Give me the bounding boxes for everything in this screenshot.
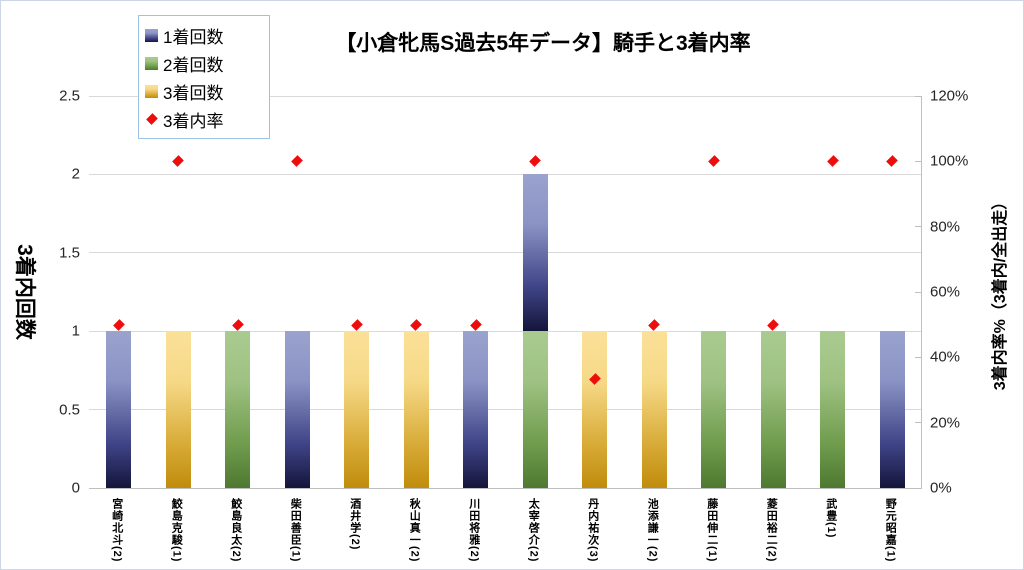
right-axis-tick: 100% [930, 152, 969, 170]
legend-item-rate: 3着内率 [145, 105, 263, 133]
bar-segment-second [522, 331, 548, 488]
right-axis-tick-mark [915, 422, 921, 424]
x-axis-label: 丹内祐次(3) [586, 498, 599, 563]
bar-segment-third [344, 331, 370, 488]
right-axis-tick-mark [915, 487, 921, 489]
x-axis-label: 野元昭嘉(1) [884, 498, 897, 563]
x-axis-label: 宮崎北斗(2) [110, 498, 123, 563]
left-axis-tick: 1 [71, 322, 80, 340]
bar-segment-first [522, 174, 548, 332]
right-axis-line [921, 96, 922, 488]
bar-segment-second [225, 331, 251, 488]
right-axis-tick-mark [915, 291, 921, 293]
right-axis-title: 3着内率%（3着内/全出走） [992, 193, 1009, 391]
right-axis-tick-mark [915, 95, 921, 97]
x-axis-line [89, 488, 922, 489]
x-axis-label: 藤田伸二(1) [705, 498, 718, 563]
x-axis-label: 柴田善臣(1) [289, 498, 302, 563]
legend-item-third: 3着回数 [145, 77, 263, 105]
legend-item-first: 1着回数 [145, 21, 263, 49]
x-axis-label: 鮫島克駿(1) [170, 498, 183, 563]
bar-segment-second [760, 331, 786, 488]
x-axis-label: 池添謙一(2) [646, 498, 659, 563]
bar-segment-third [165, 331, 191, 488]
right-axis-tick: 120% [930, 87, 969, 105]
legend-marker-third-icon [145, 84, 158, 98]
gridline [89, 95, 922, 97]
bar-segment-first [284, 331, 310, 488]
right-axis-tick: 20% [930, 414, 961, 432]
x-axis-label: 鮫島良太(2) [229, 498, 242, 563]
gridline [89, 173, 922, 175]
legend-item-label: 3着内率 [163, 111, 224, 131]
bar-segment-third [403, 331, 429, 488]
right-axis-tick-mark [915, 356, 921, 358]
legend-item-label: 3着回数 [163, 83, 224, 103]
gridline [89, 330, 922, 332]
legend-marker-second-icon [145, 56, 158, 70]
plot-area [89, 95, 922, 488]
legend-item-label: 1着回数 [163, 27, 224, 47]
x-axis-label: 酒井学(2) [348, 498, 361, 551]
x-axis-label: 川田将雅(2) [467, 498, 480, 563]
right-axis-tick: 80% [930, 218, 961, 236]
bar-segment-first [106, 331, 132, 488]
x-axis-label: 菱田裕二(2) [765, 498, 778, 563]
right-axis-tick-mark [915, 226, 921, 228]
bar-segment-second [701, 331, 727, 488]
bar-segment-first [879, 331, 905, 488]
right-axis-tick: 0% [930, 479, 952, 497]
x-axis-label: 秋山真一(2) [408, 498, 421, 563]
chart-title: 【小倉牝馬S過去5年データ】騎手と3着内率 [335, 32, 751, 55]
legend-marker-rate-icon [146, 113, 158, 125]
left-axis-tick: 2.5 [59, 87, 80, 105]
legend-item-second: 2着回数 [145, 49, 263, 77]
right-axis-tick-mark [915, 160, 921, 162]
right-axis-tick: 40% [930, 348, 961, 366]
bar-segment-second [820, 331, 846, 488]
legend-marker-first-icon [145, 28, 158, 42]
bar-segment-third [641, 331, 667, 488]
gridline [89, 409, 922, 411]
left-axis-tick: 1.5 [59, 244, 80, 262]
legend-item-label: 2着回数 [163, 55, 224, 75]
left-axis-tick: 0 [71, 479, 80, 497]
left-axis-tick: 2 [71, 165, 80, 183]
legend: 1着回数 2着回数 3着回数 3着内率 [138, 15, 270, 139]
left-axis-tick: 0.5 [59, 401, 80, 419]
x-axis-label: 太宰啓介(2) [527, 498, 540, 563]
gridline [89, 252, 922, 254]
bar-segment-first [463, 331, 489, 488]
x-axis-label: 武豊(1) [824, 498, 837, 539]
right-axis-tick: 60% [930, 283, 961, 301]
bar-segment-third [582, 331, 608, 488]
